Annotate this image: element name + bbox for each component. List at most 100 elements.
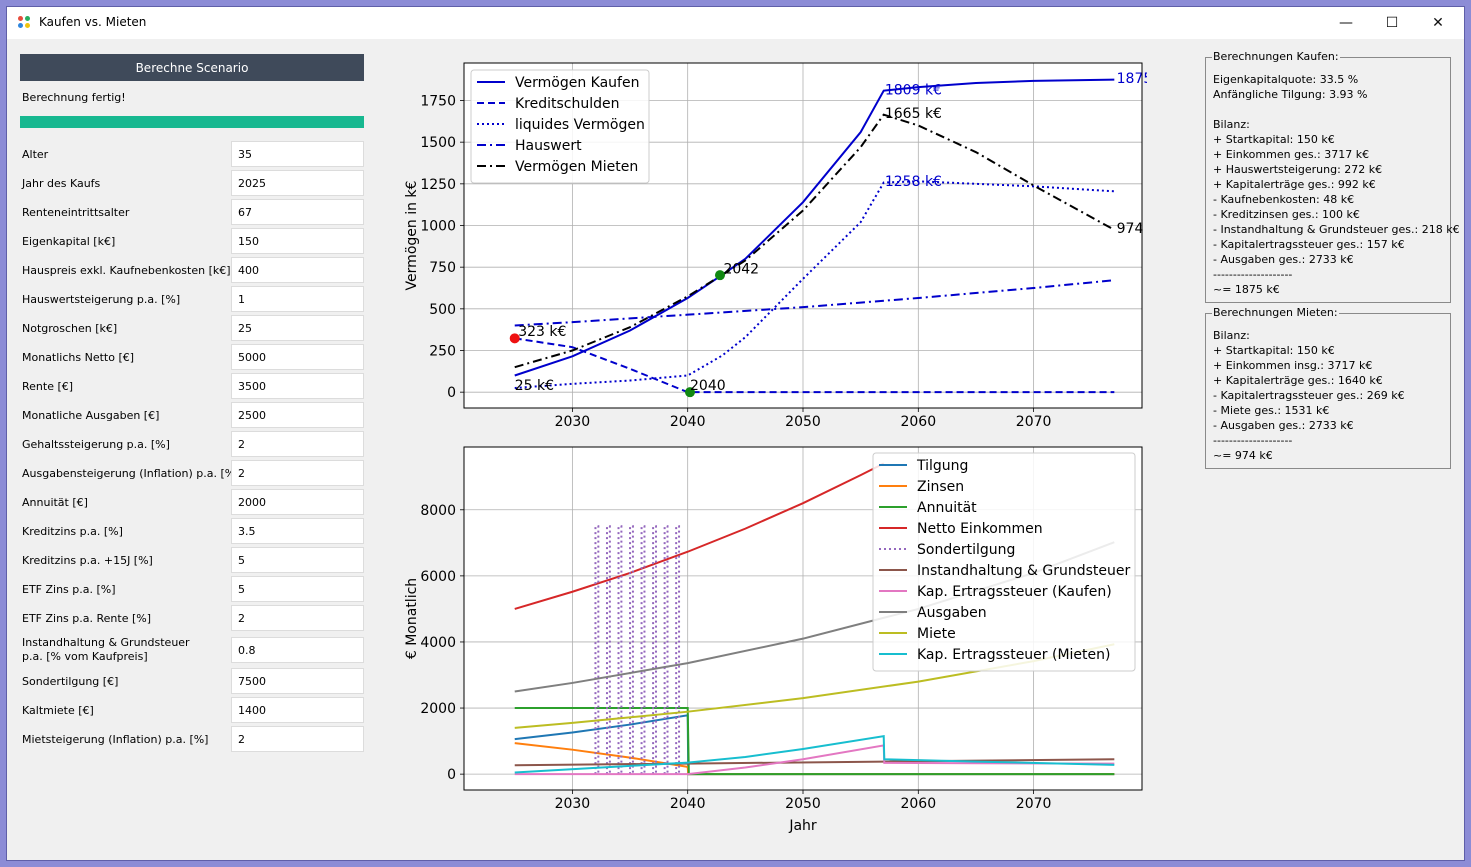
legend-label: liquides Vermögen [515,117,645,133]
summary-line: Eigenkapitalquote: 33.5 % [1213,73,1359,86]
x-axis-label: Jahr [788,818,817,834]
form-row: Renteneintrittsalter 67 [20,198,365,227]
legend-label: Kap. Ertragssteuer (Kaufen) [917,584,1112,600]
form-row: Hauspreis exkl. Kaufnebenkosten [k€] 400 [20,256,365,285]
annotation-label: 1875 k€ [1117,71,1147,87]
form-row: Rente [€] 3500 [20,372,365,401]
calculate-scenario-button[interactable]: Berechne Scenario [20,54,364,81]
data-marker [714,270,725,281]
summary-line: Bilanz: [1213,329,1250,342]
summary-rent-title: Berechnungen Mieten: [1212,306,1339,319]
field-input[interactable]: 2025 [231,170,364,196]
y-tick-label: 1750 [420,94,456,110]
y-tick-label: 4000 [420,635,456,651]
x-tick-label: 2060 [900,796,936,812]
annotation-label: 323 k€ [518,324,566,340]
parameter-form: Alter 35 Jahr des Kaufs 2025 Renteneintritts… [20,140,365,754]
field-input[interactable]: 1 [231,286,364,312]
summary-line: + Hauswertsteigerung: 272 k€ [1213,163,1383,176]
summary-line: - Kaufnebenkosten: 48 k€ [1213,193,1355,206]
form-row: Jahr des Kaufs 2025 [20,169,365,198]
y-axis-label: Vermögen in k€ [404,181,420,291]
field-label: Annuität [€] [22,495,88,509]
form-row: Gehaltssteigerung p.a. [%] 2 [20,430,365,459]
summary-buy-title: Berechnungen Kaufen: [1212,50,1340,63]
close-button[interactable]: ✕ [1432,15,1444,31]
summary-line: Anfängliche Tilgung: 3.93 % [1213,88,1368,101]
field-input[interactable]: 67 [231,199,364,225]
field-input[interactable]: 7500 [231,668,364,694]
field-input[interactable]: 0.8 [231,637,364,663]
series-group [514,462,1115,776]
legend-label: Vermögen Mieten [515,159,638,175]
summary-line: + Einkommen ges.: 3717 k€ [1213,148,1370,161]
series-line-3 [514,462,885,610]
progress-fill [20,116,364,128]
annotation-label: 2040 [690,378,726,394]
summary-line: + Kapitalerträge ges.: 992 k€ [1213,178,1376,191]
series-line-4 [514,113,1115,369]
field-input[interactable]: 2 [231,605,364,631]
legend-label: Hauswert [515,138,582,154]
series-line-2 [514,707,1115,776]
x-tick-label: 2050 [785,796,821,812]
x-tick-label: 2030 [555,796,591,812]
summary-line [1213,102,1460,117]
legend-label: Annuität [917,500,977,516]
form-row: ETF Zins p.a. Rente [%] 2 [20,604,365,633]
annotation-label: 974 k€ [1117,221,1147,237]
maximize-button[interactable]: ☐ [1385,15,1399,31]
form-row: Notgroschen [k€] 25 [20,314,365,343]
field-input[interactable]: 400 [231,257,364,283]
form-row: Mietsteigerung (Inflation) p.a. [%] 2 [20,725,365,754]
form-row: Sondertilgung [€] 7500 [20,667,365,696]
field-label: Mietsteigerung (Inflation) p.a. [%] [22,732,209,746]
summary-line: - Kapitalertragssteuer ges.: 157 k€ [1213,238,1405,251]
legend-label: Vermögen Kaufen [515,75,639,91]
form-row: Kreditzins p.a. +15J [%] 5 [20,546,365,575]
app-window: Kaufen vs. Mieten — ☐ ✕ Berechne Scenari… [6,6,1465,861]
legend-label: Netto Einkommen [917,521,1043,537]
field-input[interactable]: 2000 [231,489,364,515]
field-input[interactable]: 5000 [231,344,364,370]
field-input[interactable]: 1400 [231,697,364,723]
field-input[interactable]: 5 [231,576,364,602]
summary-line: Bilanz: [1213,118,1250,131]
field-input[interactable]: 150 [231,228,364,254]
summary-line: -------------------- [1213,268,1293,281]
y-tick-label: 0 [447,767,456,783]
field-label: Monatliche Ausgaben [€] [22,408,160,422]
x-tick-label: 2050 [785,414,821,430]
field-input[interactable]: 35 [231,141,364,167]
field-input[interactable]: 5 [231,547,364,573]
field-input[interactable]: 2 [231,726,364,752]
form-row: Eigenkapital [k€] 150 [20,227,365,256]
x-tick-label: 2070 [1016,796,1052,812]
field-label: Monatlichs Netto [€] [22,350,135,364]
minimize-button[interactable]: — [1339,15,1353,31]
summary-line: -------------------- [1213,434,1293,447]
field-input[interactable]: 2 [231,460,364,486]
annotation-label: 1665 k€ [885,106,942,122]
field-label: Eigenkapital [k€] [22,234,116,248]
field-input[interactable]: 3.5 [231,518,364,544]
series-line-1 [514,337,1115,394]
form-row: Monatlichs Netto [€] 5000 [20,343,365,372]
y-tick-label: 750 [429,260,456,276]
title-bar[interactable]: Kaufen vs. Mieten — ☐ ✕ [7,7,1464,39]
legend-label: Kap. Ertragssteuer (Mieten) [917,647,1110,663]
field-label: Kreditzins p.a. +15J [%] [22,553,153,567]
field-input[interactable]: 2 [231,431,364,457]
plot-frame [463,62,1143,409]
summary-line: - Ausgaben ges.: 2733 k€ [1213,253,1354,266]
field-label: Hauswertsteigerung p.a. [%] [22,292,181,306]
form-row: Ausgabensteigerung (Inflation) p.a. [%] 2 [20,459,365,488]
form-row: Kreditzins p.a. [%] 3.5 [20,517,365,546]
field-input[interactable]: 3500 [231,373,364,399]
summary-line: - Kapitalertragssteuer ges.: 269 k€ [1213,389,1405,402]
progress-bar [20,116,364,128]
field-label: Jahr des Kaufs [22,176,101,190]
field-label: Hauspreis exkl. Kaufnebenkosten [k€] [22,263,231,277]
field-input[interactable]: 2500 [231,402,364,428]
field-input[interactable]: 25 [231,315,364,341]
